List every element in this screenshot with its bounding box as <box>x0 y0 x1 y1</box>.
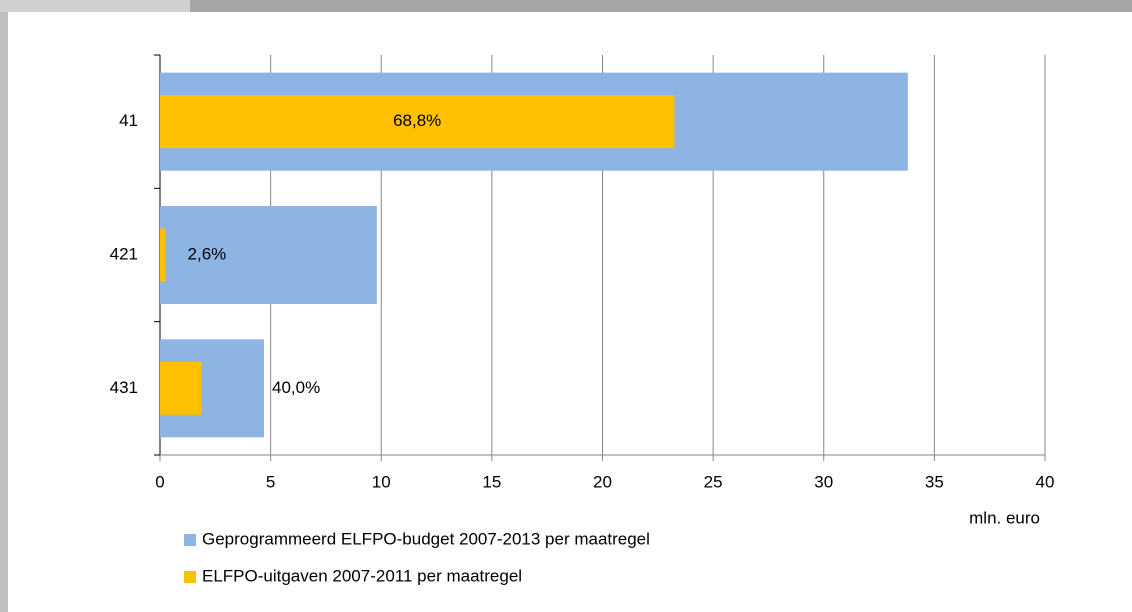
bar <box>160 95 675 149</box>
legend-label: Geprogrammeerd ELFPO-budget 2007-2013 pe… <box>202 529 650 548</box>
y-tick-label: 421 <box>110 244 138 263</box>
bar <box>160 206 377 304</box>
x-tick-label: 30 <box>814 472 833 491</box>
x-tick-label: 10 <box>372 472 391 491</box>
data-label: 68,8% <box>393 111 441 130</box>
x-tick-label: 25 <box>704 472 723 491</box>
x-tick-label: 5 <box>266 472 275 491</box>
frame-left <box>0 12 8 612</box>
legend-swatch <box>184 534 196 546</box>
header-tab <box>0 0 190 12</box>
y-tick-label: 431 <box>110 378 138 397</box>
bar <box>160 228 166 282</box>
x-tick-label: 40 <box>1036 472 1055 491</box>
x-tick-label: 0 <box>155 472 164 491</box>
data-label: 40,0% <box>272 378 320 397</box>
data-label: 2,6% <box>188 244 227 263</box>
header-bar <box>0 0 1132 12</box>
legend-swatch <box>184 571 196 583</box>
y-tick-label: 41 <box>119 111 138 130</box>
x-tick-label: 20 <box>593 472 612 491</box>
x-tick-label: 35 <box>925 472 944 491</box>
bar <box>160 361 202 415</box>
x-tick-label: 15 <box>482 472 501 491</box>
legend-label: ELFPO-uitgaven 2007-2011 per maatregel <box>202 566 522 585</box>
x-axis-label: mln. euro <box>969 508 1040 527</box>
